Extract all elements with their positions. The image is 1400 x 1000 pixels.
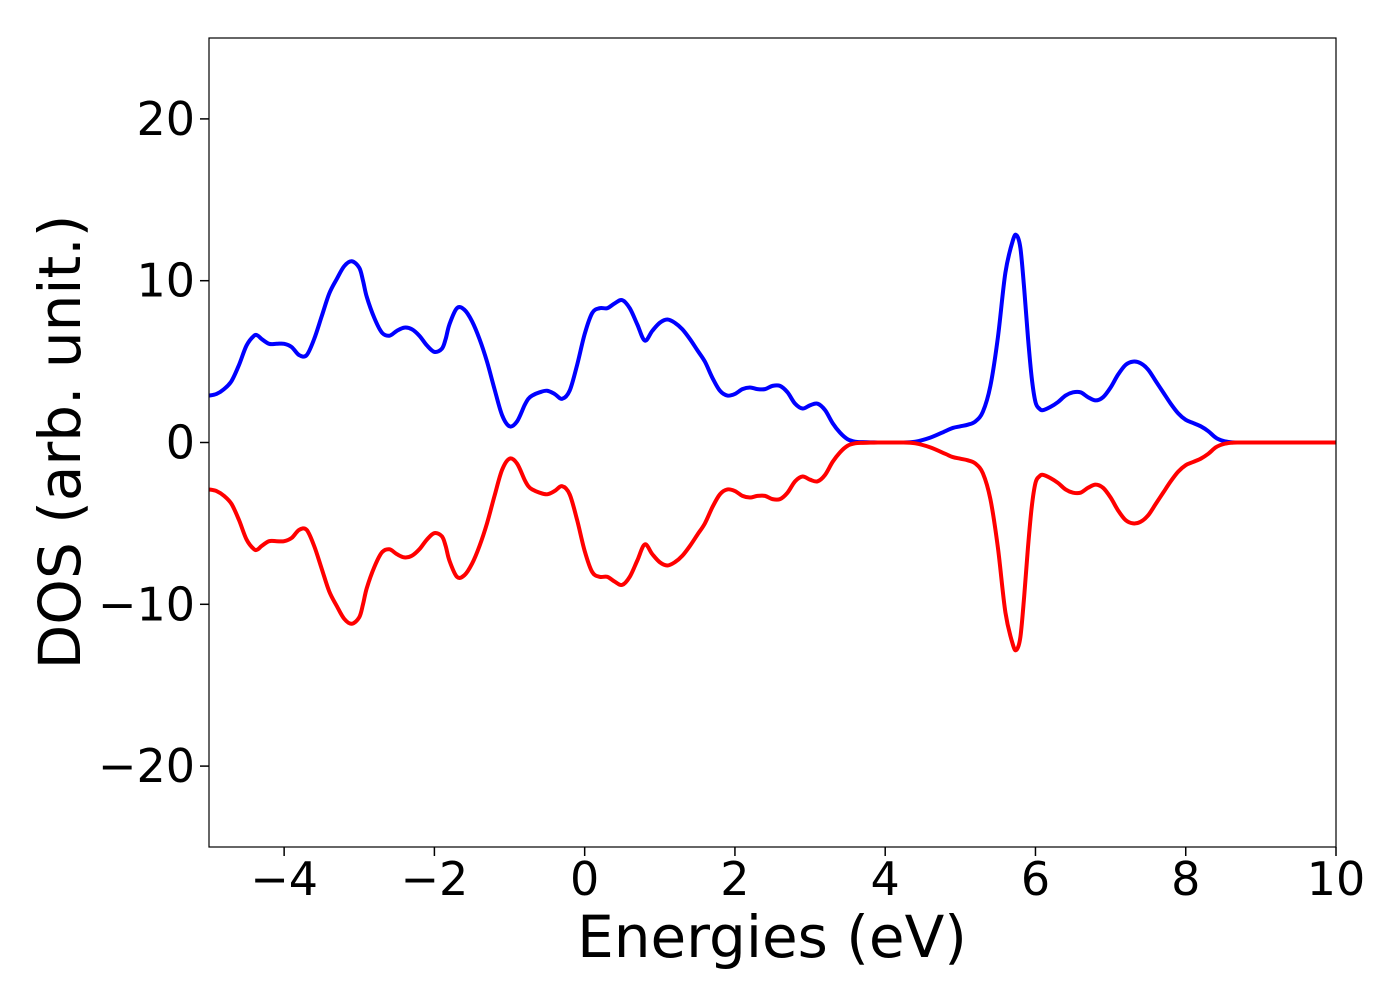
y-tick-label: −10 bbox=[98, 577, 195, 631]
y-tick-label: 0 bbox=[166, 416, 195, 470]
x-tick-label: 6 bbox=[1021, 852, 1050, 906]
plot-area bbox=[208, 37, 1337, 848]
y-axis-label: DOS (arb. unit.) bbox=[26, 215, 94, 670]
x-tick-label: 2 bbox=[720, 852, 749, 906]
x-tick-label: 0 bbox=[570, 852, 599, 906]
y-tick-label: 20 bbox=[136, 92, 195, 146]
x-axis-label: Energies (eV) bbox=[577, 903, 967, 971]
x-tick-label: −2 bbox=[400, 852, 468, 906]
series-line-1 bbox=[209, 232, 1336, 445]
x-tick-label: 10 bbox=[1307, 852, 1366, 906]
series-line-2 bbox=[209, 440, 1336, 653]
x-tick-label: 8 bbox=[1171, 852, 1200, 906]
x-tick-label: −4 bbox=[250, 852, 318, 906]
y-tick-label: 10 bbox=[136, 254, 195, 308]
x-tick-label: 4 bbox=[871, 852, 900, 906]
y-tick-label: −20 bbox=[98, 739, 195, 793]
plot-frame bbox=[208, 37, 1337, 848]
